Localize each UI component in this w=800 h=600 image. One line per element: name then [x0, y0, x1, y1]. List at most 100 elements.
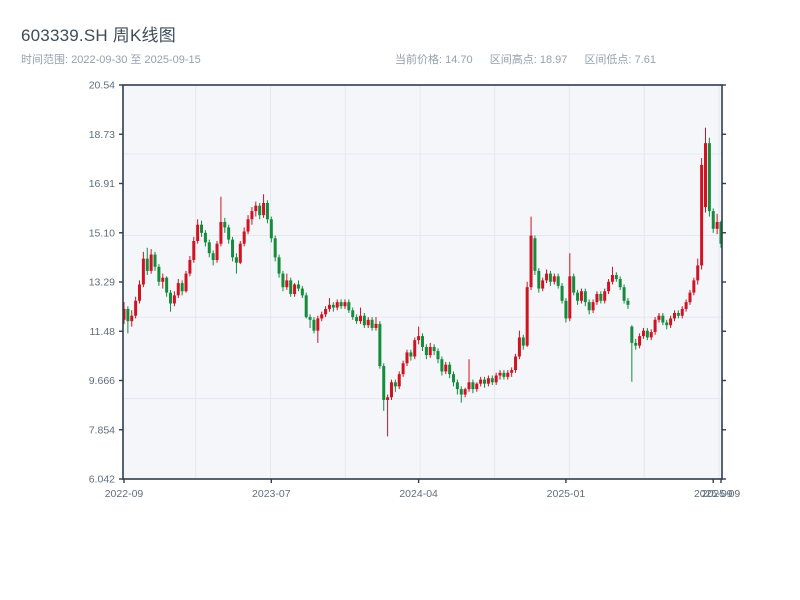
candle-up — [397, 371, 401, 390]
candles — [122, 127, 723, 437]
candle-body — [517, 337, 521, 357]
x-tick-label: 2022-09 — [105, 488, 144, 500]
candle-body — [467, 382, 471, 390]
candle-up — [463, 387, 467, 398]
candle-up — [405, 349, 409, 367]
x-tick-label: 2023-07 — [252, 488, 291, 500]
candle-body — [432, 346, 436, 352]
candle-up — [541, 277, 545, 292]
candle-up — [320, 311, 324, 322]
candle-body — [250, 211, 254, 220]
candle-body — [680, 308, 684, 316]
candle-up — [389, 379, 393, 400]
candle-body — [285, 280, 289, 288]
candle-down — [362, 313, 366, 328]
candle-down — [169, 289, 173, 312]
candle-down — [556, 273, 560, 289]
candle-body — [200, 224, 204, 233]
candle-body — [262, 202, 266, 216]
y-tick-label: 6.042 — [89, 474, 115, 486]
candle-down — [273, 235, 277, 262]
candle-body — [576, 292, 580, 301]
candle-body — [626, 300, 630, 305]
candle-body — [700, 164, 704, 266]
candle-up — [262, 194, 266, 218]
candle-body — [149, 254, 153, 271]
candle-body — [316, 318, 320, 331]
candle-body — [688, 292, 692, 303]
candle-up — [591, 299, 595, 314]
candle-up — [242, 227, 246, 247]
candle-up — [517, 330, 521, 360]
candle-body — [141, 258, 145, 285]
candle-body — [366, 319, 370, 326]
candle-body — [630, 326, 634, 343]
candle-body — [715, 221, 719, 229]
candle-down — [339, 299, 343, 309]
y-tick-label: 15.10 — [89, 227, 115, 239]
candle-up — [494, 372, 498, 386]
candle-body — [669, 318, 673, 326]
candle-up — [417, 326, 421, 345]
current-price-value: 14.70 — [445, 54, 473, 66]
candle-body — [614, 274, 618, 280]
candle-body — [692, 280, 696, 293]
candle-up — [293, 283, 297, 297]
candle-body — [362, 315, 366, 326]
candle-up — [672, 310, 676, 322]
candle-body — [610, 274, 614, 282]
candle-body — [463, 389, 467, 395]
candle-body — [378, 323, 382, 367]
candle-down — [576, 289, 580, 305]
plot-background — [123, 85, 722, 479]
candle-down — [153, 251, 157, 271]
candle-body — [331, 304, 335, 308]
candle-body — [556, 276, 560, 286]
candle-body — [211, 253, 215, 261]
candle-down — [432, 344, 436, 356]
y-tick-label: 9.666 — [89, 375, 115, 387]
candle-up — [413, 337, 417, 360]
candle-up — [467, 359, 471, 392]
candle-down — [719, 220, 723, 248]
candle-down — [227, 224, 231, 244]
candle-down — [424, 344, 428, 360]
candle-down — [281, 270, 285, 292]
candle-body — [126, 308, 130, 322]
candle-down — [331, 302, 335, 312]
candle-down — [409, 349, 413, 361]
candle-body — [196, 224, 200, 241]
candle-body — [130, 315, 134, 322]
y-tick-label: 18.73 — [89, 129, 115, 141]
candle-down — [289, 277, 293, 297]
candle-body — [265, 202, 269, 220]
candle-up — [366, 317, 370, 328]
candle-down — [370, 317, 374, 331]
candle-down — [661, 313, 665, 326]
candle-body — [657, 315, 661, 320]
candle-body — [219, 221, 223, 244]
candle-down — [676, 310, 680, 319]
candle-body — [560, 285, 564, 301]
candle-body — [157, 266, 161, 282]
candle-body — [603, 291, 607, 301]
range-low-value: 7.61 — [634, 54, 656, 66]
candle-body — [134, 300, 138, 316]
candle-body — [440, 359, 444, 372]
x-tick-label: 2025-01 — [547, 488, 586, 500]
candle-body — [490, 378, 494, 383]
candle-up — [149, 249, 153, 274]
candle-body — [514, 356, 518, 371]
candle-down — [560, 283, 564, 304]
candle-body — [661, 315, 665, 323]
candle-body — [351, 310, 355, 318]
candle-down — [490, 375, 494, 386]
current-price-label: 当前价格: — [395, 54, 443, 66]
candle-body — [409, 352, 413, 357]
candle-down — [234, 253, 238, 274]
candle-body — [653, 319, 657, 333]
candle-down — [502, 370, 506, 380]
candle-body — [227, 227, 231, 240]
candle-down — [304, 292, 308, 319]
